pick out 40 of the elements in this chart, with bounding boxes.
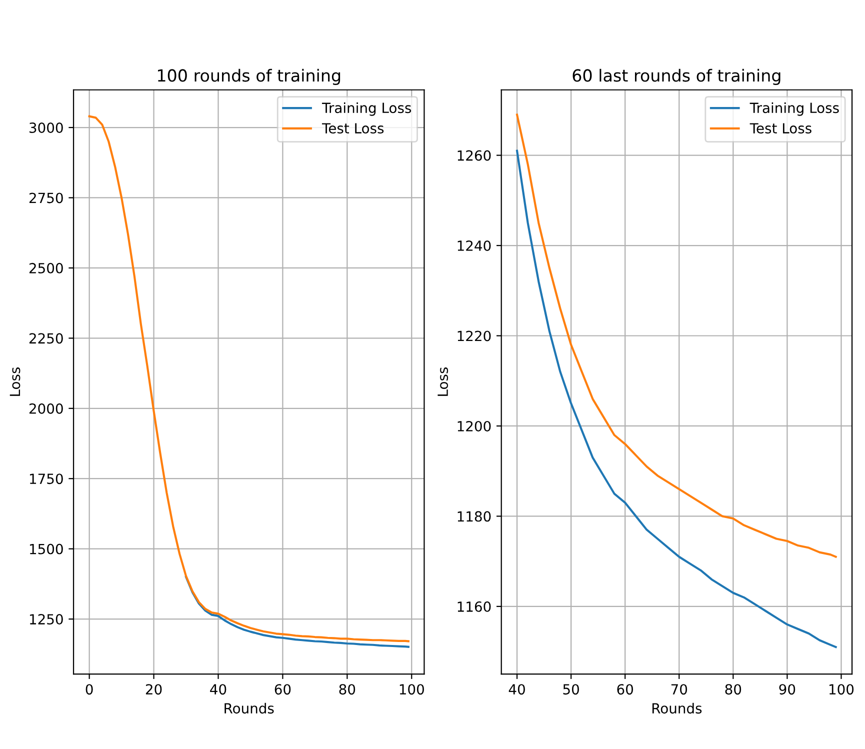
x-tick-label: 100 (829, 684, 854, 695)
chart-title: 100 rounds of training (158, 68, 340, 86)
y-tick-label: 2750 (29, 192, 63, 204)
x-tick-label: 80 (725, 684, 742, 695)
line-series (516, 150, 837, 648)
y-axis-title: Loss (438, 367, 448, 396)
x-tick-label: 40 (210, 684, 226, 695)
y-tick-label: 2500 (29, 262, 63, 274)
y-tick-label: 2250 (29, 333, 63, 344)
x-axis-title: Rounds (652, 702, 702, 714)
y-tick-label: 1220 (458, 330, 491, 342)
x-tick-label: 90 (779, 684, 796, 695)
x-tick-label: 0 (86, 684, 93, 695)
y-tick-label: 1200 (458, 420, 491, 432)
y-tick-label: 1250 (30, 614, 63, 625)
line-series (88, 115, 410, 642)
chart-title: 60 last rounds of training (572, 68, 780, 86)
legend-label: Test Loss (322, 123, 384, 134)
x-tick-label: 60 (617, 684, 633, 695)
x-tick-label: 80 (339, 684, 356, 695)
y-tick-label: 1180 (458, 511, 491, 522)
legend-label: Training Loss (750, 102, 839, 116)
y-tick-label: 3000 (30, 122, 63, 133)
x-tick-label: 60 (274, 684, 291, 695)
x-tick-label: 50 (563, 684, 579, 695)
x-axis-title: Rounds (224, 702, 274, 714)
y-tick-label: 1500 (30, 544, 63, 554)
y-tick-label: 1240 (458, 240, 491, 251)
x-tick-label: 70 (671, 684, 688, 695)
y-tick-label: 1260 (458, 150, 491, 161)
y-tick-label: 1160 (458, 601, 491, 612)
x-tick-label: 20 (146, 684, 162, 695)
x-tick-label: 40 (508, 684, 525, 695)
legend-label: Training Loss (322, 102, 412, 116)
y-tick-label: 1750 (30, 474, 63, 484)
x-tick-label: 100 (400, 684, 424, 695)
y-axis-title: Loss (10, 367, 20, 396)
legend-label: Test Loss (750, 123, 812, 134)
line-series (184, 576, 410, 648)
y-tick-label: 2000 (29, 403, 63, 414)
